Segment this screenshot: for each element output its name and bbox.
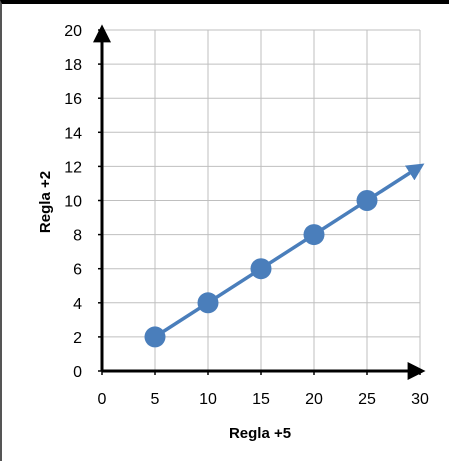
y-tick-label: 20: [64, 23, 82, 40]
y-tick-label: 10: [64, 194, 82, 211]
x-tick-label: 10: [199, 391, 217, 408]
data-point: [144, 326, 166, 348]
tick-labels: 0 2 4 6 8 10 12 14 16 18 20 0 5 10 15 20 25 30: [64, 23, 429, 408]
y-tick-label: 4: [73, 296, 82, 313]
x-tick-label: 0: [98, 391, 107, 408]
axes: [93, 24, 426, 380]
y-tick-label: 8: [73, 228, 82, 245]
y-tick-label: 14: [64, 125, 82, 142]
y-tick-label: 18: [64, 57, 82, 74]
y-tick-label: 0: [73, 364, 82, 381]
x-tick-label: 5: [151, 391, 160, 408]
y-tick-label: 16: [64, 91, 82, 108]
y-tick-label: 6: [73, 262, 82, 279]
x-tick-label: 30: [411, 391, 429, 408]
x-tick-label: 15: [252, 391, 270, 408]
y-axis-title: Regla +2: [37, 171, 54, 233]
data-point: [197, 292, 219, 314]
y-tick-label: 12: [64, 159, 82, 176]
y-tick-label: 2: [73, 330, 82, 347]
series-line: [154, 163, 425, 339]
data-point: [303, 224, 325, 246]
x-tick-label: 20: [305, 391, 323, 408]
data-series: [144, 163, 425, 348]
x-axis-title: Regla +5: [229, 425, 291, 442]
data-point: [250, 258, 272, 280]
x-tick-label: 25: [358, 391, 376, 408]
data-point: [356, 190, 378, 211]
